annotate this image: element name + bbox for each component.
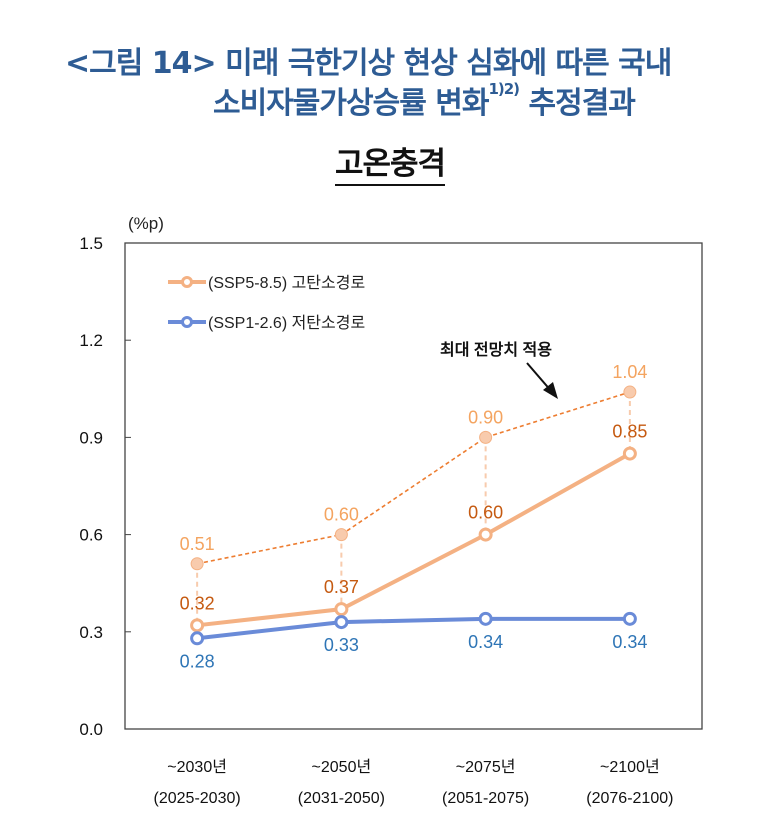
- x-tick-label: ~2050년: [312, 758, 372, 776]
- x-tick-sublabel: (2025-2030): [154, 790, 241, 807]
- y-tick-label: 0.6: [79, 526, 103, 545]
- x-tick-label: ~2030년: [167, 758, 227, 776]
- series-line-0: [196, 451, 631, 628]
- data-label-1: 0.34: [468, 632, 503, 652]
- series-point-0: [622, 446, 637, 461]
- figure-title-line2: 소비자물가상승률 변화1)2) 추정결과: [213, 78, 636, 122]
- y-tick-label: 0.3: [79, 623, 103, 642]
- series-point-0: [190, 618, 205, 633]
- x-tick-label: ~2075년: [456, 758, 516, 776]
- data-label-0: 0.60: [468, 503, 503, 523]
- x-tick-sublabel: (2076-2100): [586, 790, 673, 807]
- x-tick-label: ~2100년: [600, 758, 660, 776]
- title-footnote: 1)2): [488, 80, 520, 98]
- title-text: 소비자물가상승률 변화: [213, 86, 489, 121]
- legend-label-1: (SSP1-2.6) 저탄소경로: [208, 314, 365, 332]
- series-point-1: [334, 615, 349, 630]
- chart-subtitle-wrap: 고온충격: [0, 138, 780, 186]
- legend-marker-1: [181, 316, 193, 328]
- title-text-end: 추정결과: [528, 86, 636, 121]
- chart-subtitle: 고온충격: [334, 146, 446, 186]
- max-projection-label: 0.51: [180, 534, 215, 554]
- y-axis-unit: (%p): [128, 214, 164, 233]
- series-line-1: [196, 616, 630, 641]
- y-tick-label: 1.5: [79, 234, 103, 253]
- data-label-0: 0.32: [180, 593, 215, 613]
- data-label-1: 0.28: [180, 651, 215, 671]
- max-projection-label: 1.04: [612, 362, 647, 382]
- max-projection-line: [196, 391, 631, 565]
- figure-title-line1: <그림 14> 미래 극한기상 현상 심화에 따른 국내: [65, 46, 672, 81]
- annotation-arrow-head: [543, 382, 558, 399]
- data-label-0: 0.37: [324, 577, 359, 597]
- plot-area: [124, 242, 703, 730]
- legend-marker-0: [181, 276, 193, 288]
- series-point-0: [478, 527, 493, 542]
- series-point-1: [622, 611, 637, 626]
- series-point-0: [334, 602, 349, 617]
- annotation-text: 최대 전망치 적용: [440, 340, 552, 359]
- legend-label-0: (SSP5-8.5) 고탄소경로: [208, 274, 365, 292]
- max-projection-point: [190, 557, 204, 571]
- data-label-0: 0.85: [612, 422, 647, 442]
- series-point-1: [478, 611, 493, 626]
- max-projection-label: 0.60: [324, 505, 359, 525]
- max-projection-point: [479, 430, 493, 444]
- max-projection-point: [334, 528, 348, 542]
- y-tick-label: 1.2: [79, 331, 103, 350]
- max-projection-label: 0.90: [468, 407, 503, 427]
- x-tick-sublabel: (2031-2050): [298, 790, 385, 807]
- y-tick-label: 0.0: [79, 720, 103, 739]
- series-point-1: [190, 631, 205, 646]
- max-projection-point: [623, 385, 637, 399]
- y-tick-label: 0.9: [79, 428, 103, 447]
- data-label-1: 0.33: [324, 635, 359, 655]
- data-label-1: 0.34: [612, 632, 647, 652]
- x-tick-sublabel: (2051-2075): [442, 790, 529, 807]
